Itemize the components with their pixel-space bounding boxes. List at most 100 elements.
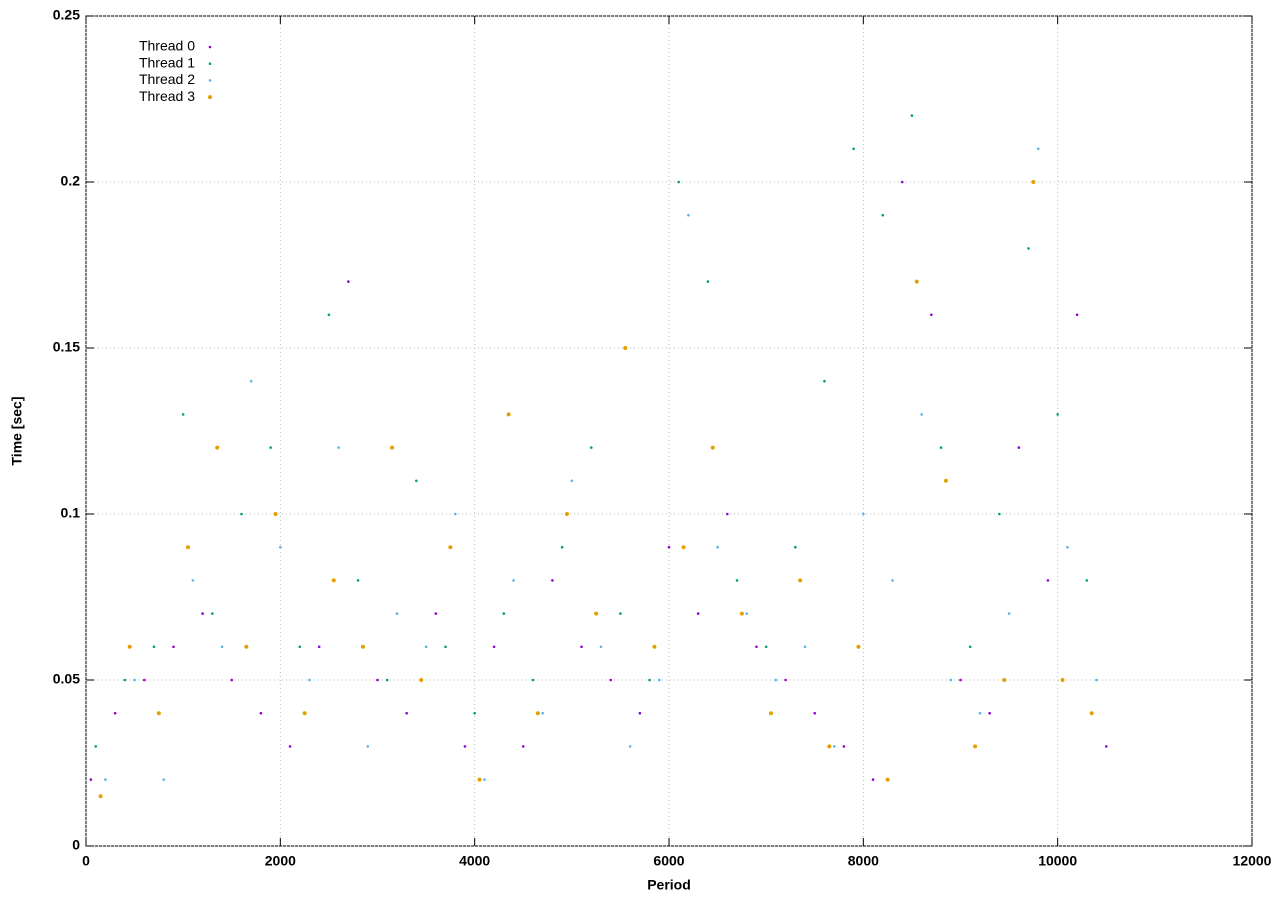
- legend-marker: [208, 95, 212, 100]
- legend-marker: [208, 45, 212, 49]
- data-point: [914, 279, 919, 284]
- data-point: [317, 645, 321, 649]
- data-point: [735, 579, 739, 582]
- data-point: [230, 678, 234, 682]
- data-point: [706, 280, 710, 283]
- data-point: [531, 678, 535, 682]
- data-point: [930, 313, 933, 317]
- data-point: [269, 446, 272, 449]
- data-point: [619, 612, 622, 615]
- data-point: [570, 479, 574, 483]
- data-point: [395, 612, 399, 615]
- data-point: [133, 678, 136, 682]
- data-point: [638, 711, 642, 715]
- data-point: [541, 711, 544, 715]
- data-point: [473, 711, 476, 715]
- data-point: [127, 644, 132, 649]
- data-point: [98, 794, 103, 799]
- legend-label: Thread 0: [139, 38, 195, 54]
- data-point: [492, 645, 496, 649]
- data-point: [415, 479, 418, 483]
- data-point: [240, 512, 243, 516]
- data-point: [302, 711, 307, 716]
- data-point: [764, 645, 768, 649]
- y-tick-label: 0: [72, 837, 80, 853]
- data-point: [288, 745, 292, 748]
- data-point: [405, 711, 408, 715]
- x-tick-label: 10000: [1038, 853, 1077, 869]
- data-point: [535, 711, 540, 716]
- data-point: [871, 778, 875, 781]
- data-point: [444, 645, 447, 649]
- legend-marker: [208, 62, 212, 65]
- data-point: [652, 644, 657, 649]
- data-point: [279, 545, 282, 549]
- data-point: [623, 346, 628, 350]
- data-point: [832, 745, 836, 748]
- data-point: [594, 611, 599, 616]
- data-point: [1075, 313, 1079, 317]
- data-point: [580, 645, 583, 649]
- data-point: [1089, 711, 1094, 716]
- data-point: [609, 678, 612, 682]
- data-point: [249, 379, 253, 383]
- y-tick-label: 0.25: [53, 7, 80, 23]
- data-point: [1046, 579, 1050, 582]
- x-axis-label: Period: [647, 877, 691, 893]
- data-point: [900, 180, 904, 184]
- data-point: [298, 645, 302, 649]
- data-point: [973, 744, 978, 749]
- data-point: [419, 678, 424, 682]
- data-point: [939, 446, 943, 449]
- data-point: [716, 545, 719, 549]
- data-point: [181, 413, 185, 416]
- data-point: [211, 612, 214, 615]
- data-point: [1036, 147, 1040, 151]
- data-point: [327, 313, 331, 317]
- data-point: [842, 745, 846, 748]
- legend-label: Thread 2: [139, 71, 195, 87]
- data-point: [366, 745, 370, 748]
- data-point: [885, 777, 890, 782]
- data-point: [978, 711, 982, 715]
- data-point: [453, 512, 457, 516]
- data-point: [881, 213, 885, 217]
- data-point: [696, 612, 700, 615]
- legend-label: Thread 3: [139, 88, 195, 104]
- data-point: [385, 678, 389, 682]
- y-tick-label: 0.15: [53, 339, 80, 355]
- data-point: [259, 711, 263, 715]
- data-point: [551, 579, 554, 582]
- data-point: [201, 612, 204, 615]
- data-point: [910, 114, 914, 117]
- data-point: [191, 579, 195, 582]
- data-point: [920, 413, 923, 416]
- data-point: [745, 612, 749, 615]
- data-point: [1060, 678, 1065, 682]
- data-point: [94, 745, 98, 748]
- data-point: [123, 678, 127, 682]
- data-point: [657, 678, 661, 682]
- data-point: [1095, 678, 1098, 682]
- data-point: [331, 578, 336, 583]
- data-point: [813, 711, 817, 715]
- x-tick-label: 12000: [1233, 853, 1272, 869]
- data-point: [172, 645, 175, 649]
- y-tick-label: 0.2: [61, 173, 81, 189]
- data-point: [1104, 745, 1108, 748]
- x-tick-label: 2000: [265, 853, 296, 869]
- data-point: [483, 778, 486, 781]
- data-point: [599, 645, 603, 649]
- x-tick-label: 0: [82, 853, 90, 869]
- data-point: [448, 545, 453, 550]
- data-point: [827, 744, 832, 749]
- legend-marker: [208, 79, 212, 82]
- data-point: [434, 612, 438, 615]
- data-point: [949, 678, 953, 682]
- data-point: [560, 545, 564, 549]
- data-point: [803, 645, 807, 649]
- data-point: [862, 512, 865, 516]
- data-point: [589, 446, 593, 449]
- data-point: [273, 512, 278, 516]
- data-point: [477, 777, 482, 782]
